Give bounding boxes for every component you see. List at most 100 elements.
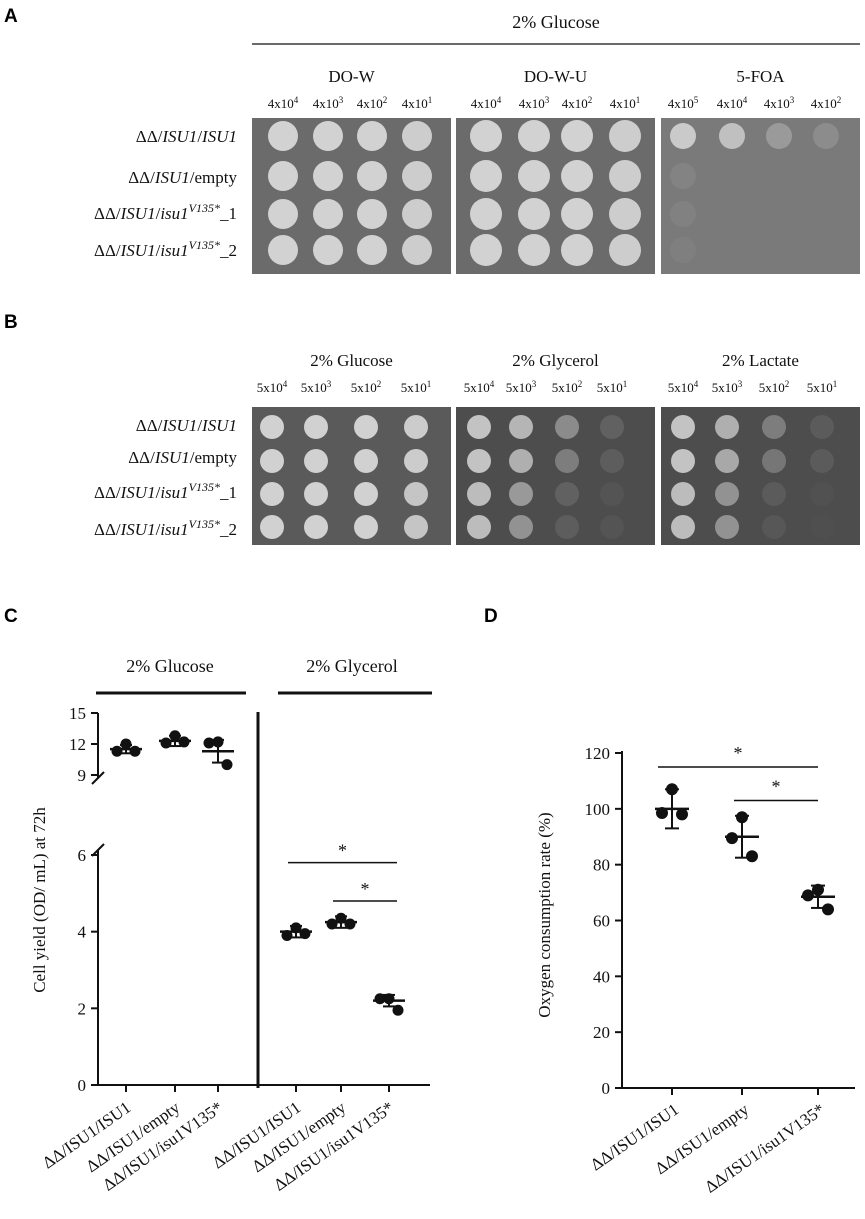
dilution-label: 4x104 xyxy=(471,95,502,111)
colony-spot xyxy=(357,121,387,151)
colony-spot xyxy=(509,482,533,506)
dilution-base: 4x10 xyxy=(717,96,743,111)
data-point xyxy=(111,745,123,757)
plate-title: 2% Glucose xyxy=(310,351,393,370)
colony-spot xyxy=(268,199,298,229)
colony-spot xyxy=(555,449,579,473)
colony-spot xyxy=(404,449,428,473)
colony-spot xyxy=(766,123,792,149)
dilution-exponent: 4 xyxy=(283,379,288,389)
strain-prefix: ΔΔ/ xyxy=(128,448,155,467)
colony-spot xyxy=(600,515,624,539)
strain-sep: / xyxy=(197,127,202,146)
colony-spot xyxy=(357,161,387,191)
plate-title: 5-FOA xyxy=(736,67,785,86)
strain-suffix: _2 xyxy=(219,520,237,539)
strain-prefix: ΔΔ/ xyxy=(94,520,121,539)
strain-sep: / xyxy=(190,448,195,467)
colony-spot xyxy=(470,160,502,192)
colony-spot xyxy=(609,160,641,192)
colony-spot xyxy=(715,415,739,439)
data-point xyxy=(221,759,233,771)
colony-spot xyxy=(467,449,491,473)
data-point xyxy=(169,730,181,742)
strain-prefix: ΔΔ/ xyxy=(136,416,163,435)
colony-spot xyxy=(762,515,786,539)
data-point xyxy=(666,783,678,796)
data-point xyxy=(392,1004,404,1016)
colony-spot xyxy=(518,120,550,152)
panel-b: ΔΔ/ISU1/ISU1ΔΔ/ISU1/emptyΔΔ/ISU1/isu1V13… xyxy=(94,351,860,545)
colony-spot xyxy=(561,198,593,230)
dilution-label: 4x103 xyxy=(313,95,344,111)
colony-spot xyxy=(810,482,834,506)
panel-a-strain-3: ΔΔ/ISU1/isu1V135*_1 xyxy=(94,201,237,223)
data-point xyxy=(120,738,132,750)
dilution-exponent: 2 xyxy=(383,95,388,105)
dilution-base: 5x10 xyxy=(552,380,578,395)
data-point xyxy=(299,928,311,940)
dilution-exponent: 3 xyxy=(532,379,537,389)
colony-spot xyxy=(304,515,328,539)
panel-a: ΔΔ/ISU1/ISU1ΔΔ/ISU1/emptyΔΔ/ISU1/isu1V13… xyxy=(94,67,860,274)
colony-spot xyxy=(518,160,550,192)
dilution-exponent: 2 xyxy=(588,95,593,105)
colony-spot xyxy=(671,415,695,439)
dilution-label: 4x103 xyxy=(519,95,550,111)
dilution-label: 5x104 xyxy=(464,379,495,395)
strain-prefix: ΔΔ/ xyxy=(94,204,121,223)
data-point xyxy=(178,736,190,748)
strain-gene2: isu1 xyxy=(160,483,188,502)
colony-spot xyxy=(304,482,328,506)
strain-gene1: ISU1 xyxy=(154,168,190,187)
y-tick-label: 20 xyxy=(593,1023,610,1042)
strain-gene1: ISU1 xyxy=(120,520,156,539)
y-tick-label: 6 xyxy=(78,846,87,865)
dilution-label: 5x102 xyxy=(552,379,583,395)
y-tick-label: 40 xyxy=(593,967,610,986)
y-tick-label: 12 xyxy=(69,735,86,754)
colony-spot xyxy=(810,415,834,439)
strain-sup: V135* xyxy=(189,238,220,252)
dilution-label: 5x102 xyxy=(351,379,382,395)
dilution-label: 5x103 xyxy=(712,379,743,395)
strain-suffix: empty xyxy=(195,168,238,187)
dilution-label: 4x104 xyxy=(268,95,299,111)
strain-suffix: _1 xyxy=(219,483,237,502)
dilution-exponent: 2 xyxy=(785,379,790,389)
y-tick-label: 0 xyxy=(602,1079,611,1098)
data-point xyxy=(383,993,395,1005)
dilution-label: 5x103 xyxy=(301,379,332,395)
colony-spot xyxy=(762,449,786,473)
data-point xyxy=(281,930,293,941)
colony-spot xyxy=(719,123,745,149)
dilution-exponent: 3 xyxy=(790,95,795,105)
colony-spot xyxy=(404,482,428,506)
colony-spot xyxy=(268,235,298,265)
dilution-exponent: 2 xyxy=(837,95,842,105)
data-point xyxy=(812,883,824,896)
colony-spot xyxy=(555,482,579,506)
y-tick-label: 80 xyxy=(593,856,610,875)
panel-b-strain-1: ΔΔ/ISU1/ISU1 xyxy=(136,416,237,435)
colony-spot xyxy=(313,235,343,265)
dilution-label: 5x102 xyxy=(759,379,790,395)
dilution-base: 4x10 xyxy=(610,96,636,111)
panel-b-strain-4: ΔΔ/ISU1/isu1V135*_2 xyxy=(94,517,237,539)
dilution-base: 5x10 xyxy=(257,380,283,395)
dilution-exponent: 1 xyxy=(833,379,838,389)
dilution-exponent: 4 xyxy=(294,95,299,105)
colony-spot xyxy=(671,515,695,539)
plate-title: 2% Lactate xyxy=(722,351,799,370)
dilution-exponent: 5 xyxy=(694,95,699,105)
colony-spot xyxy=(354,449,378,473)
data-point xyxy=(736,811,748,824)
y-tick-label: 9 xyxy=(78,766,87,785)
colony-spot xyxy=(561,120,593,152)
significance-star: * xyxy=(734,743,743,763)
colony-spot xyxy=(467,515,491,539)
y-axis-label: Cell yield (OD/ mL) at 72h xyxy=(30,807,49,993)
panel-label-b: B xyxy=(4,312,18,333)
